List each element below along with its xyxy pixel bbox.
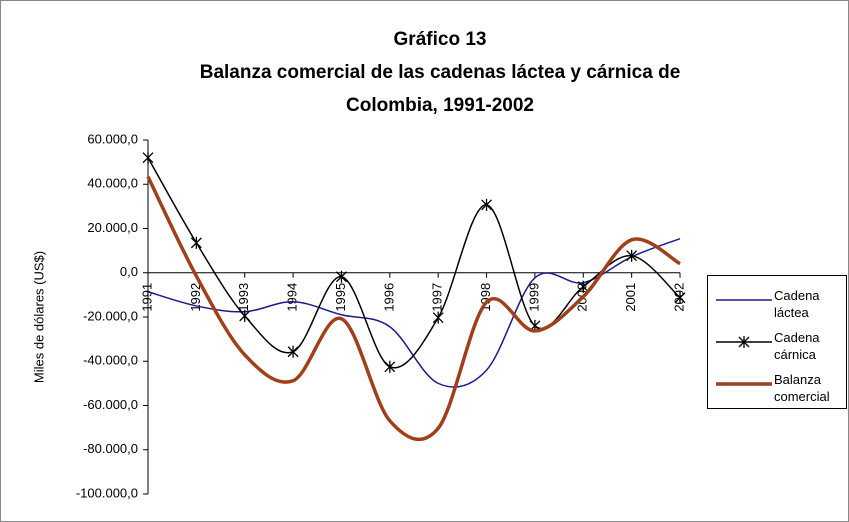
legend-label: Cadena cárnica <box>774 330 820 362</box>
line-series <box>146 175 681 442</box>
chart-title: Gráfico 13 <box>394 29 487 50</box>
marker <box>481 198 493 211</box>
y-tick-label: -100.000,0 <box>76 485 138 500</box>
marker <box>577 280 589 293</box>
marker <box>432 311 444 324</box>
y-tick-label: 0,0 <box>120 264 138 279</box>
chart-title: Colombia, 1991-2002 <box>346 95 534 116</box>
legend-label: Balanza comercial <box>774 372 830 404</box>
marker <box>287 345 299 358</box>
x-tick-label: 1999 <box>526 283 541 312</box>
marker <box>626 249 638 262</box>
x-tick-label: 1997 <box>430 283 445 312</box>
y-tick-label: -40.000,0 <box>83 353 138 368</box>
x-tick-label: 1996 <box>381 283 396 312</box>
y-tick-label: -60.000,0 <box>83 397 138 412</box>
legend-swatch <box>716 299 772 301</box>
legend-marker <box>738 336 750 348</box>
x-tick-label: 1993 <box>236 283 251 312</box>
marker <box>674 291 686 304</box>
marker <box>190 236 202 249</box>
marker <box>335 270 347 283</box>
y-axis-title: Miles de dólares (US$) <box>31 251 46 383</box>
legend-swatch <box>716 336 772 348</box>
marker <box>142 151 154 164</box>
chart-title: Balanza comercial de las cadenas láctea … <box>200 62 681 83</box>
x-tick-label: 1998 <box>478 283 493 312</box>
x-tick-label: 1995 <box>333 283 348 312</box>
y-tick-label: 40.000,0 <box>87 176 138 191</box>
y-tick-label: 20.000,0 <box>87 220 138 235</box>
legend: Cadena láctea Cadena cárnica Balanza comer… <box>707 275 847 409</box>
legend-item: Cadena láctea <box>708 284 846 324</box>
y-tick-label: -20.000,0 <box>83 308 138 323</box>
y-tick-label: -80.000,0 <box>83 441 138 456</box>
marker <box>384 360 396 373</box>
legend-item: Cadena cárnica <box>708 326 846 366</box>
x-tick-label: 1991 <box>139 283 154 312</box>
y-tick-label: 60.000,0 <box>87 131 138 146</box>
legend-swatch <box>716 382 772 386</box>
marker <box>239 309 251 322</box>
x-tick-label: 1994 <box>285 283 300 312</box>
legend-label: Cadena láctea <box>774 288 820 320</box>
legend-item: Balanza comercial <box>708 368 846 408</box>
x-tick-label: 2001 <box>623 283 638 312</box>
